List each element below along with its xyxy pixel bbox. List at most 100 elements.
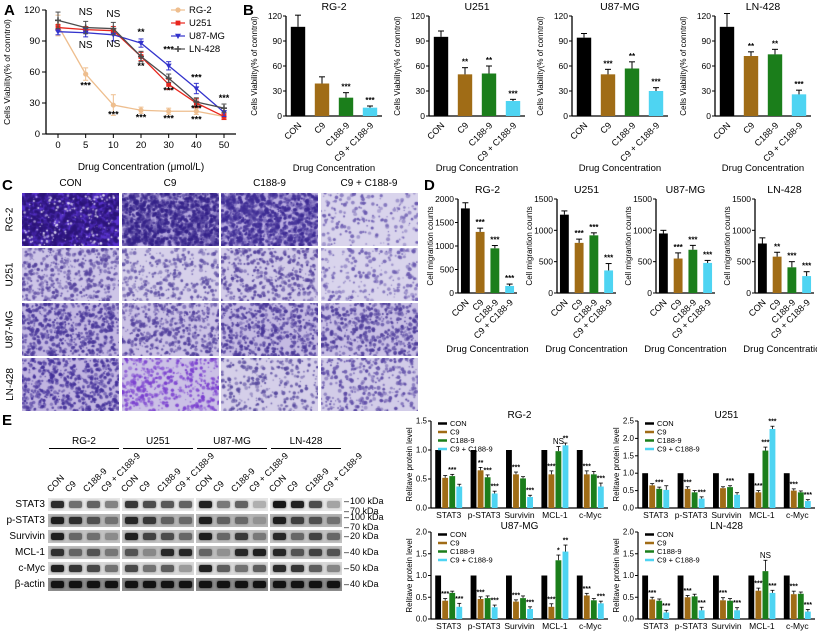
svg-text:Drug Concentration: Drug Concentration — [545, 344, 627, 355]
blot-band — [104, 533, 118, 540]
micrograph-image — [320, 303, 418, 356]
svg-text:***: *** — [787, 252, 797, 261]
bar — [576, 575, 583, 619]
panel-b-bar-chart-ln428: 0 30 60 90 120 LN-428 Cells Viability(% of con… — [679, 1, 811, 174]
svg-text:Survivin: Survivin — [711, 621, 742, 631]
bar — [713, 473, 719, 508]
blot-band — [252, 517, 266, 524]
bar — [772, 256, 782, 293]
svg-text:1.5: 1.5 — [623, 549, 635, 558]
svg-text:***: *** — [754, 581, 762, 588]
blot-band — [290, 581, 304, 588]
bar — [457, 74, 473, 116]
blot-band — [160, 581, 174, 588]
svg-text:0: 0 — [277, 111, 282, 121]
svg-text:90: 90 — [416, 36, 426, 46]
bar — [720, 600, 726, 619]
kda-marker-label: 100 kDa — [344, 496, 384, 506]
svg-text:1000: 1000 — [633, 225, 652, 235]
svg-text:***: *** — [804, 602, 812, 609]
svg-text:**: ** — [462, 58, 469, 67]
bar — [663, 489, 670, 508]
blot-band — [198, 501, 212, 508]
svg-text:***: *** — [512, 465, 520, 472]
bar — [748, 473, 755, 508]
svg-text:***: *** — [508, 89, 518, 98]
blot-band — [86, 517, 100, 524]
micrograph-image — [320, 193, 418, 246]
svg-text:1.0: 1.0 — [416, 446, 428, 455]
svg-text:1.0: 1.0 — [623, 469, 635, 478]
micrograph-image — [221, 303, 318, 356]
svg-text:C188-9: C188-9 — [657, 436, 682, 445]
bar — [597, 486, 604, 508]
svg-text:C9: C9 — [657, 539, 667, 548]
blot-group-header: U87-MG — [197, 436, 267, 449]
svg-text:STAT3: STAT3 — [643, 510, 668, 520]
svg-text:*: * — [557, 548, 560, 555]
blot-band — [308, 565, 322, 572]
svg-text:***: *** — [136, 113, 147, 123]
svg-text:NS: NS — [553, 437, 564, 446]
bar — [590, 600, 597, 619]
bar — [734, 494, 740, 508]
svg-text:***: *** — [191, 72, 202, 82]
svg-text:60: 60 — [29, 67, 40, 78]
svg-text:c-Myc: c-Myc — [579, 510, 602, 520]
bar — [783, 575, 790, 619]
bar — [477, 598, 484, 619]
svg-text:C188-9: C188-9 — [450, 547, 475, 556]
blot-protein-label: Survivin — [9, 531, 45, 542]
panel-b-label: B — [243, 2, 254, 19]
panel-c-row-label: RG-2 — [4, 207, 16, 232]
bar — [362, 107, 378, 116]
panel-d-label: D — [424, 177, 435, 194]
bar — [604, 270, 614, 293]
panel-a-line-chart: 0 30 60 90 120 0 5 10 20 30 40 50 Drug Concentration… — [2, 5, 236, 173]
blot-band — [160, 517, 174, 524]
panel-d-bar-chart-ln428: 0 500 1000 1500 LN-428 Cell migrantion counts… — [723, 184, 817, 355]
bar — [527, 608, 533, 619]
bar — [475, 231, 485, 293]
svg-text:***: *** — [802, 262, 812, 271]
blot-strip — [48, 578, 120, 591]
svg-text:MCL-1: MCL-1 — [542, 510, 568, 520]
svg-text:MCL-1: MCL-1 — [542, 621, 568, 631]
svg-text:***: *** — [80, 81, 91, 91]
svg-text:***: *** — [804, 492, 812, 499]
micrograph-image — [22, 358, 119, 411]
blot-band — [326, 549, 340, 556]
svg-text:c-Myc: c-Myc — [786, 510, 809, 520]
svg-text:C9: C9 — [598, 120, 613, 135]
blot-band — [272, 581, 286, 588]
blot-strip — [122, 546, 194, 559]
blot-strip — [196, 498, 268, 511]
panel-e-bar-chart-u251: 0.0 0.5 1.0 1.5 2.0 2.5 U251 Relitave protein l… — [612, 410, 815, 520]
svg-text:**: ** — [486, 56, 493, 65]
svg-text:10: 10 — [108, 140, 119, 151]
svg-text:C9: C9 — [455, 120, 470, 135]
micrograph-image — [121, 193, 219, 246]
blot-band — [252, 501, 266, 508]
svg-text:MCL-1: MCL-1 — [749, 510, 775, 520]
svg-text:2000: 2000 — [435, 194, 454, 204]
blot-strip — [196, 562, 268, 575]
micrograph-image — [320, 248, 418, 301]
blot-band — [160, 549, 174, 556]
svg-text:Cells Viability(% of conntrol): Cells Viability(% of conntrol) — [679, 16, 688, 116]
blot-lane-label: C9 — [210, 478, 227, 494]
bar — [290, 26, 306, 116]
panel-e-label: E — [2, 412, 13, 429]
bar — [470, 450, 477, 508]
bar — [734, 610, 740, 619]
blot-band — [272, 565, 286, 572]
blot-band — [272, 549, 286, 556]
bar — [513, 601, 519, 619]
svg-text:C9 + C188-9: C9 + C188-9 — [450, 556, 493, 565]
blot-band — [178, 517, 192, 524]
bar — [484, 598, 491, 619]
bar — [460, 208, 470, 293]
svg-text:Drug Concentration: Drug Concentration — [579, 163, 661, 174]
bar — [562, 445, 569, 508]
svg-text:1000: 1000 — [534, 225, 553, 235]
